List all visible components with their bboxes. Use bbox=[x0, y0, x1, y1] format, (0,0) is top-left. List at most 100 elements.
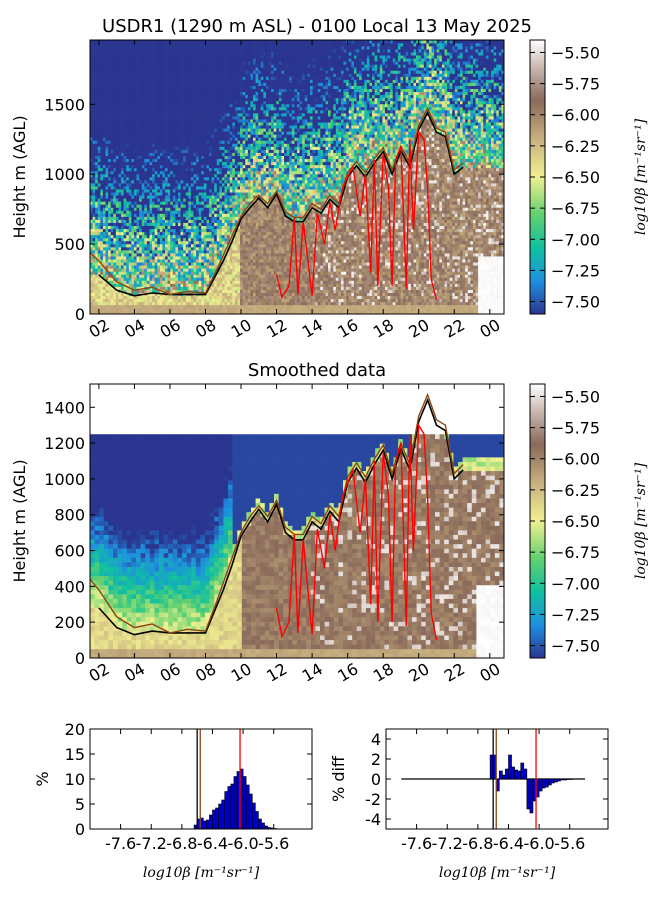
heatmap-cell bbox=[170, 52, 174, 56]
heatmap-cell bbox=[167, 67, 171, 71]
heatmap-cell bbox=[97, 292, 101, 297]
heatmap-cell bbox=[136, 225, 140, 230]
heatmap-cell bbox=[121, 73, 124, 77]
heatmap-cell bbox=[92, 82, 96, 86]
heatmap-cell bbox=[144, 307, 148, 312]
heatmap-cell bbox=[201, 167, 205, 172]
heatmap-cell bbox=[198, 250, 202, 254]
heatmap-cell bbox=[227, 271, 231, 275]
heatmap-cell bbox=[149, 304, 153, 309]
heatmap-cell bbox=[229, 253, 233, 257]
heatmap-cell bbox=[157, 259, 161, 263]
heatmap-cell bbox=[224, 192, 228, 196]
heatmap-cell bbox=[157, 301, 161, 306]
heatmap-cell bbox=[165, 213, 168, 217]
heatmap-cell bbox=[146, 310, 150, 315]
heatmap-cell bbox=[206, 310, 210, 315]
heatmap-cell bbox=[105, 219, 109, 223]
heatmap-cell bbox=[110, 292, 114, 297]
heatmap-cell bbox=[214, 192, 218, 196]
heatmap-cell bbox=[165, 85, 168, 90]
heatmap-cell bbox=[159, 310, 163, 315]
heatmap-cell bbox=[121, 240, 124, 245]
heatmap-cell bbox=[154, 207, 158, 211]
heatmap-cell bbox=[95, 234, 99, 239]
heatmap-cell bbox=[100, 247, 104, 251]
heatmap-cell bbox=[152, 262, 155, 266]
heatmap-cell bbox=[146, 250, 150, 254]
heatmap-cell bbox=[131, 186, 135, 190]
heatmap-cell bbox=[133, 207, 137, 211]
heatmap-cell bbox=[211, 201, 215, 205]
heatmap-cell bbox=[154, 247, 158, 251]
heatmap-cell bbox=[92, 110, 96, 114]
heatmap-cell bbox=[92, 256, 96, 260]
heatmap-cell bbox=[159, 298, 163, 303]
heatmap-cell bbox=[90, 64, 93, 68]
heatmap-cell bbox=[211, 207, 215, 211]
heatmap-cell bbox=[110, 137, 114, 141]
heatmap-cell bbox=[175, 58, 179, 62]
heatmap-cell bbox=[196, 243, 199, 248]
heatmap-cell bbox=[196, 222, 199, 227]
heatmap-cell bbox=[209, 256, 212, 260]
heatmap-cell bbox=[209, 173, 212, 178]
heatmap-cell bbox=[118, 94, 122, 99]
heatmap-cell bbox=[170, 161, 174, 166]
heatmap-cell bbox=[131, 295, 135, 300]
heatmap-cell bbox=[162, 46, 166, 50]
heatmap-cell bbox=[219, 100, 223, 105]
heatmap-cell bbox=[136, 79, 140, 83]
heatmap-cell bbox=[214, 119, 218, 123]
heatmap-cell bbox=[141, 253, 145, 257]
heatmap-cell bbox=[211, 103, 215, 108]
heatmap-cell bbox=[209, 271, 212, 275]
heatmap-cell bbox=[180, 253, 184, 257]
heatmap-cell bbox=[152, 106, 155, 111]
heatmap-cell bbox=[177, 186, 181, 190]
heatmap-cell bbox=[170, 186, 174, 190]
heatmap-cell bbox=[144, 73, 148, 77]
heatmap-cell bbox=[152, 82, 155, 86]
heatmap-cell bbox=[219, 43, 223, 47]
heatmap-cell bbox=[180, 79, 184, 83]
heatmap-cell bbox=[172, 97, 176, 102]
heatmap-cell bbox=[121, 243, 124, 248]
heatmap-cell bbox=[152, 88, 155, 93]
heatmap-cell bbox=[97, 192, 101, 196]
heatmap-cell bbox=[180, 243, 184, 248]
heatmap-cell bbox=[201, 155, 205, 160]
heatmap-cell bbox=[144, 146, 148, 150]
heatmap-cell bbox=[221, 88, 225, 93]
heatmap-cell bbox=[159, 192, 163, 196]
heatmap-cell bbox=[219, 140, 223, 144]
heatmap-cell bbox=[141, 186, 145, 190]
heatmap-cell bbox=[105, 310, 109, 315]
heatmap-cell bbox=[108, 234, 111, 239]
heatmap-cell bbox=[193, 113, 197, 117]
heatmap-cell bbox=[209, 247, 212, 251]
heatmap-cell bbox=[110, 213, 114, 217]
heatmap-cell bbox=[177, 198, 181, 202]
heatmap-cell bbox=[167, 183, 171, 187]
heatmap-cell bbox=[216, 46, 220, 50]
heatmap-cell bbox=[123, 213, 127, 217]
heatmap-cell bbox=[211, 137, 215, 141]
heatmap-cell bbox=[92, 70, 96, 74]
heatmap-cell bbox=[131, 222, 135, 227]
heatmap-cell bbox=[133, 116, 137, 120]
heatmap-cell bbox=[110, 298, 114, 303]
heatmap-cell bbox=[123, 204, 127, 208]
heatmap-cell bbox=[95, 58, 99, 62]
heatmap-cell bbox=[144, 295, 148, 300]
heatmap-cell bbox=[201, 177, 205, 181]
heatmap-cell bbox=[144, 177, 148, 181]
heatmap-cell bbox=[141, 70, 145, 74]
heatmap-cell bbox=[180, 152, 184, 156]
heatmap-cell bbox=[113, 146, 117, 150]
heatmap-cell bbox=[105, 247, 109, 251]
heatmap-cell bbox=[180, 183, 184, 187]
heatmap-cell bbox=[157, 256, 161, 260]
heatmap-cell bbox=[115, 253, 119, 257]
heatmap-cell bbox=[110, 177, 114, 181]
